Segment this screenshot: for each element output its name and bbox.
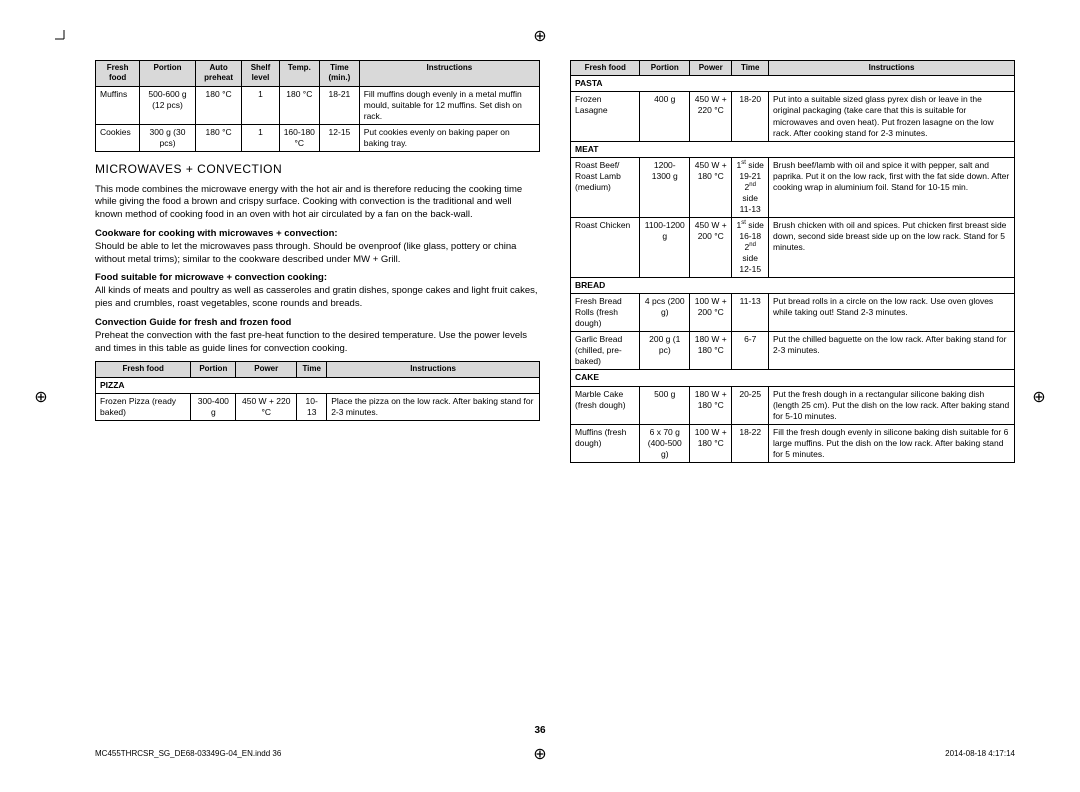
registration-mark: ⊕ — [32, 387, 50, 405]
page-number: 36 — [0, 725, 1080, 736]
crop-mark — [55, 30, 73, 48]
registration-mark: ⊕ — [1030, 387, 1048, 405]
registration-mark: ⊕ — [531, 26, 549, 44]
body-text: Food suitable for microwave + convection… — [95, 272, 540, 310]
body-text: Convection Guide for fresh and frozen fo… — [95, 317, 540, 355]
body-text: This mode combines the microwave energy … — [95, 184, 540, 222]
left-column: Fresh foodPortionAuto preheatShelf level… — [95, 60, 540, 732]
baking-table: Fresh foodPortionAuto preheatShelf level… — [95, 60, 540, 152]
right-column: Fresh foodPortionPowerTimeInstructions P… — [570, 60, 1015, 732]
page-content: Fresh foodPortionAuto preheatShelf level… — [95, 60, 1015, 732]
footer-timestamp: 2014-08-18 4:17:14 — [945, 749, 1015, 758]
convection-table-left: Fresh foodPortionPowerTimeInstructions P… — [95, 361, 540, 421]
footer-file: MC455THRCSR_SG_DE68-03349G-04_EN.indd 36 — [95, 749, 281, 758]
body-text: Cookware for cooking with microwaves + c… — [95, 228, 540, 266]
convection-table-right: Fresh foodPortionPowerTimeInstructions P… — [570, 60, 1015, 463]
print-footer: MC455THRCSR_SG_DE68-03349G-04_EN.indd 36… — [95, 749, 1015, 758]
section-heading: MICROWAVES + CONVECTION — [95, 162, 540, 178]
